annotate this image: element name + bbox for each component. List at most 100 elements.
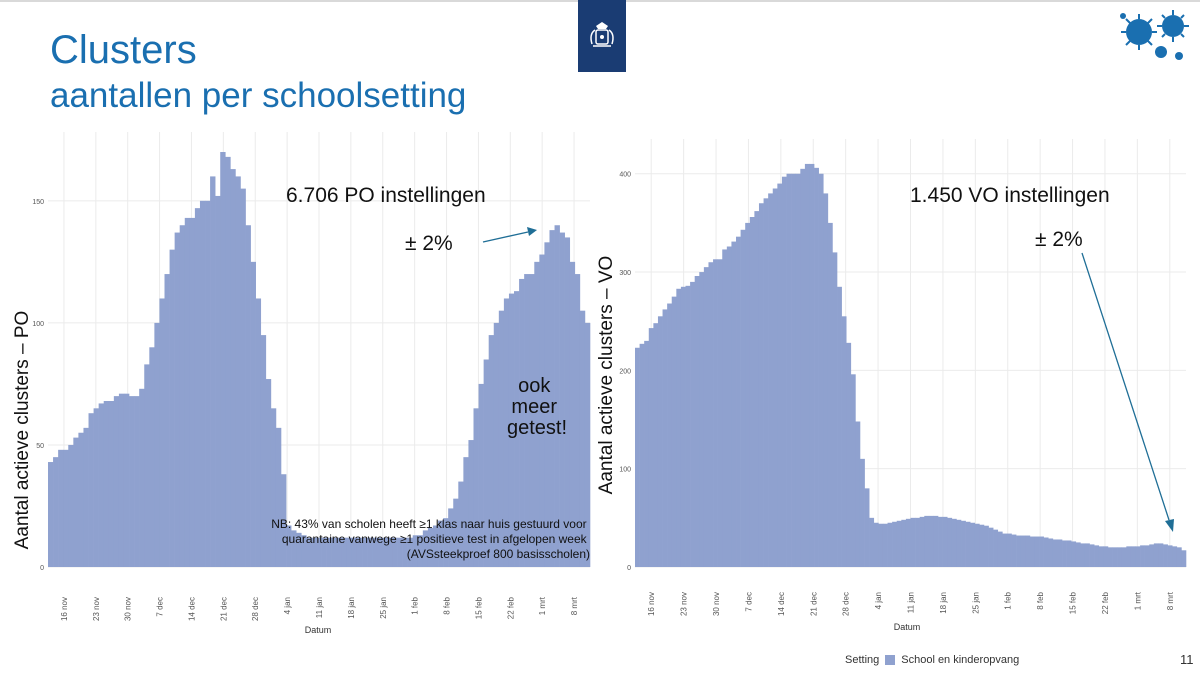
bar (230, 169, 236, 567)
bar (915, 517, 920, 567)
bar (1048, 538, 1054, 567)
po-chart: 0 50 100 150 16 nov 23 nov 30 nov 7 dec 14 dec 2… (0, 130, 595, 645)
bar (795, 173, 801, 567)
bar (1080, 543, 1086, 567)
svg-text:ook meer getest!: ook meer getest! (507, 375, 567, 439)
x-tick-label: 15 feb (1069, 591, 1078, 614)
bar (910, 517, 916, 567)
bar (564, 237, 571, 568)
bar (301, 535, 307, 567)
bar (438, 520, 444, 567)
bar (321, 537, 327, 567)
bar (1121, 547, 1127, 567)
bar (250, 261, 256, 567)
bar (179, 225, 186, 567)
bar (997, 531, 1003, 567)
bar (850, 374, 856, 567)
bar (901, 519, 907, 567)
bar (928, 515, 934, 567)
bar (993, 529, 999, 567)
bar (772, 188, 778, 568)
bar (164, 274, 170, 567)
bar (113, 396, 120, 567)
x-tick-label: 4 jan (874, 592, 883, 609)
x-tick-label: 21 dec (219, 597, 228, 621)
bar (717, 259, 723, 567)
bar (777, 183, 783, 567)
x-tick-label: 21 dec (809, 592, 818, 616)
bar (468, 440, 474, 567)
bar (804, 163, 810, 568)
bar (478, 383, 484, 567)
bar (493, 322, 500, 567)
bar (786, 173, 792, 567)
bar (316, 537, 322, 567)
bar (286, 525, 292, 567)
bar (905, 518, 911, 567)
y-tick-label: 100 (32, 321, 44, 328)
legend-swatch (885, 655, 896, 665)
po-nb-line-1: NB: 43% van scholen heeft ≥1 klas naar h… (271, 517, 586, 531)
x-tick-label: 16 nov (60, 597, 69, 621)
bar (184, 217, 191, 567)
page-number: 11 (1180, 652, 1194, 667)
bar (1020, 535, 1026, 567)
po-nb-line-2: quarantaine vanwege ≥1 positieve test in… (282, 532, 588, 546)
bar (377, 537, 383, 567)
bar (680, 286, 686, 567)
y-tick-label: 0 (40, 565, 44, 572)
bar (68, 444, 74, 567)
bar (791, 173, 797, 567)
x-tick-label: 25 jan (971, 592, 980, 614)
bar (1117, 547, 1123, 567)
x-tick-label: 30 nov (712, 592, 721, 616)
bar (947, 517, 953, 567)
bar (108, 401, 115, 567)
bar (53, 457, 59, 567)
bar (503, 298, 510, 567)
bar (873, 522, 879, 567)
bar (88, 413, 94, 567)
vo-pct-annotation: ± 2% (1035, 228, 1083, 251)
vo-x-axis-label: Datum (894, 622, 921, 632)
vo-chart: 0 100 200 300 400 16 nov 23 nov 30 nov 7 dec 14 … (595, 130, 1195, 650)
bar (134, 396, 140, 567)
bar (974, 523, 980, 567)
bar (139, 388, 145, 567)
bar (154, 322, 160, 567)
bar (1094, 545, 1100, 567)
x-tick-label: 7 dec (156, 597, 165, 617)
bar (549, 230, 555, 567)
bar (103, 401, 110, 567)
bar (372, 537, 378, 567)
bar (281, 474, 287, 567)
bar (887, 522, 893, 567)
po-count-annotation: 6.706 PO instellingen (286, 184, 486, 207)
po-x-ticks: 16 nov 23 nov 30 nov 7 dec 14 dec 21 dec 28 de… (60, 596, 579, 621)
bar (740, 229, 746, 567)
x-tick-label: 22 feb (506, 596, 515, 619)
y-tick-label: 300 (619, 270, 631, 277)
bar (653, 323, 659, 567)
bar (63, 449, 69, 567)
bar (882, 523, 888, 567)
bar (448, 508, 454, 567)
bar (544, 242, 550, 567)
bar (240, 188, 246, 567)
bar (1006, 533, 1012, 567)
vo-y-axis-label: Aantal actieve clusters – VO (596, 256, 617, 495)
bar (346, 537, 353, 567)
bar (667, 303, 673, 567)
bar (149, 347, 155, 567)
bar (559, 232, 565, 567)
y-tick-label: 100 (619, 467, 631, 474)
x-tick-label: 1 feb (411, 596, 420, 614)
bar (809, 163, 815, 568)
bar (1163, 544, 1168, 567)
bar (892, 521, 898, 567)
bar (519, 278, 525, 567)
bar (73, 437, 79, 567)
page-subtitle: aantallen per schoolsetting (50, 76, 467, 115)
bar (483, 359, 489, 567)
po-note-line-1: ook (518, 375, 551, 397)
